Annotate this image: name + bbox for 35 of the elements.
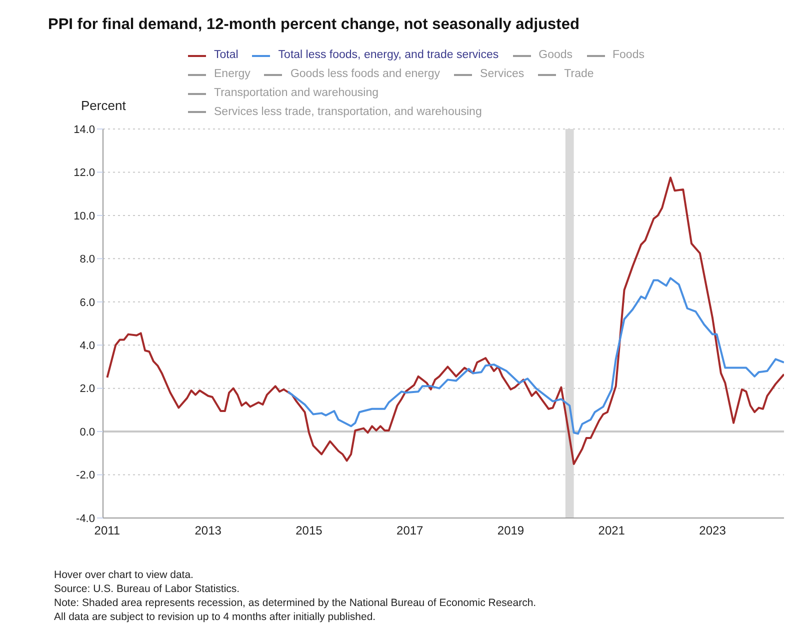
x-tick-label: 2015 [296, 524, 323, 538]
y-tick-label: -2.0 [76, 470, 95, 482]
legend-label: Services [479, 67, 524, 82]
y-tick-label: 4.0 [80, 340, 95, 352]
y-tick-label: -4.0 [76, 512, 95, 525]
legend-label: Trade [563, 67, 594, 82]
legend-label: Energy [213, 67, 250, 82]
y-tick-label: 6.0 [80, 296, 95, 309]
x-tick-label: 2021 [598, 524, 626, 538]
legend-label: Transportation and warehousing [213, 86, 379, 101]
y-tick-label: 14.0 [74, 124, 95, 136]
legend-label: Services less trade, transportation, and warehousing [213, 104, 482, 120]
y-tick-label: 2.0 [80, 383, 95, 396]
y-tick-label: 12.0 [74, 167, 95, 180]
x-tick-label: 2011 [94, 524, 120, 538]
y-axis-title: Percent [81, 98, 126, 113]
legend-label: Goods [538, 48, 573, 64]
text: Hover over chart to view data. [54, 568, 194, 582]
line-series [106, 176, 784, 465]
legend-label: Total [213, 48, 238, 64]
y-tick-label: 8.0 [80, 254, 95, 266]
y-tick-label: 0.0 [80, 426, 95, 438]
legend-label: Foods [612, 48, 644, 64]
x-tick-label: 2019 [497, 524, 524, 538]
legend-label: Total less foods, energy, and trade services [277, 48, 499, 64]
line-series [286, 277, 784, 435]
text: All data are subject to revision up to 4 months after initially published. [54, 610, 377, 624]
x-tick-label: 2017 [396, 524, 424, 538]
x-tick-label: 2023 [699, 524, 726, 538]
source-note: Source: U.S. Bureau of Labor Statistics. [54, 582, 241, 596]
text: Note: Shaded area represents recession, as determined by the National Bureau of Economic Research. [54, 596, 536, 610]
legend-label: Goods less foods and energy [289, 67, 440, 82]
y-tick-label: 10.0 [74, 210, 95, 222]
chart-title: PPI for final demand, 12-month percent change, not seasonally adjusted [48, 16, 580, 34]
x-tick-label: 2013 [194, 524, 222, 538]
